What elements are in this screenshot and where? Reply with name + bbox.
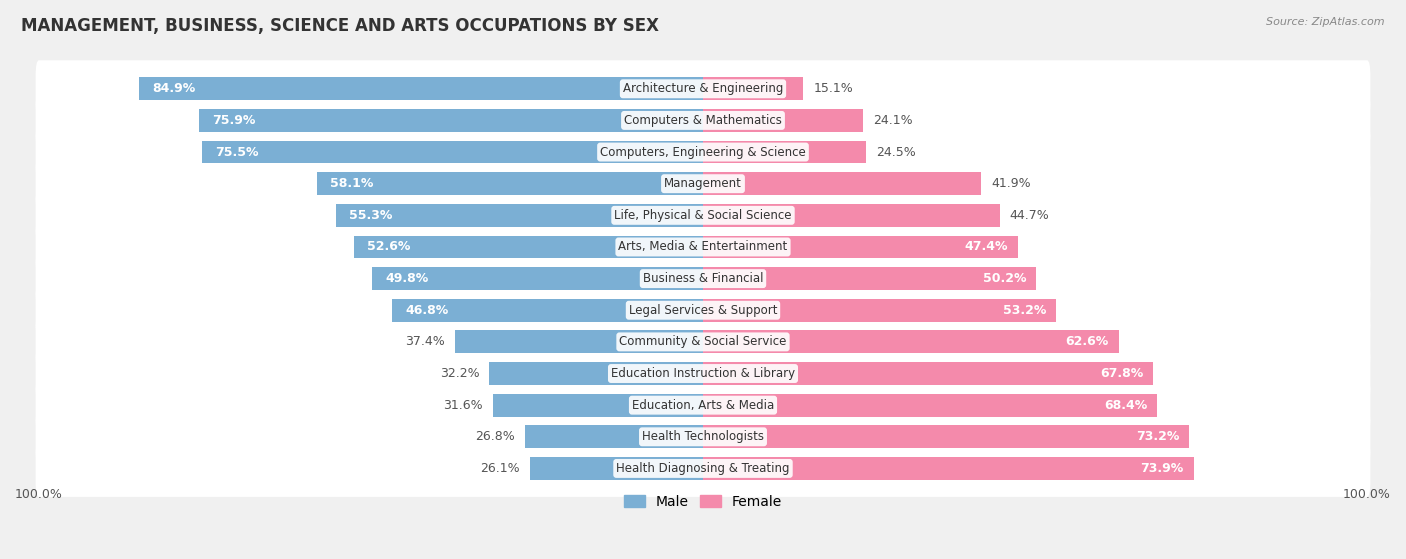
Text: Computers & Mathematics: Computers & Mathematics <box>624 114 782 127</box>
FancyBboxPatch shape <box>35 408 1371 465</box>
Bar <box>703 362 1153 385</box>
Text: 50.2%: 50.2% <box>983 272 1026 285</box>
Text: 49.8%: 49.8% <box>385 272 429 285</box>
Text: 52.6%: 52.6% <box>367 240 411 253</box>
FancyBboxPatch shape <box>35 187 1371 244</box>
Bar <box>354 235 703 258</box>
Text: 67.8%: 67.8% <box>1099 367 1143 380</box>
Text: 32.2%: 32.2% <box>440 367 479 380</box>
Text: MANAGEMENT, BUSINESS, SCIENCE AND ARTS OCCUPATIONS BY SEX: MANAGEMENT, BUSINESS, SCIENCE AND ARTS O… <box>21 17 659 35</box>
Text: 84.9%: 84.9% <box>152 82 195 95</box>
Bar <box>373 267 703 290</box>
Bar <box>318 172 703 195</box>
Text: 58.1%: 58.1% <box>330 177 374 190</box>
Text: Community & Social Service: Community & Social Service <box>619 335 787 348</box>
Text: 55.3%: 55.3% <box>349 209 392 222</box>
Bar <box>530 457 703 480</box>
Text: 46.8%: 46.8% <box>405 304 449 317</box>
FancyBboxPatch shape <box>35 219 1371 276</box>
Bar <box>703 394 1157 416</box>
Bar <box>703 235 1018 258</box>
Text: 31.6%: 31.6% <box>443 399 484 411</box>
Bar <box>703 299 1056 321</box>
Bar <box>703 204 1000 227</box>
Text: Business & Financial: Business & Financial <box>643 272 763 285</box>
Text: 37.4%: 37.4% <box>405 335 444 348</box>
Text: 53.2%: 53.2% <box>1002 304 1046 317</box>
Text: 24.5%: 24.5% <box>876 145 915 159</box>
Bar <box>336 204 703 227</box>
FancyBboxPatch shape <box>35 92 1371 149</box>
Bar <box>703 425 1189 448</box>
Text: Health Diagnosing & Treating: Health Diagnosing & Treating <box>616 462 790 475</box>
FancyBboxPatch shape <box>35 155 1371 212</box>
Text: 75.5%: 75.5% <box>215 145 259 159</box>
FancyBboxPatch shape <box>35 314 1371 371</box>
FancyBboxPatch shape <box>35 60 1371 117</box>
Text: Architecture & Engineering: Architecture & Engineering <box>623 82 783 95</box>
Text: 26.8%: 26.8% <box>475 430 515 443</box>
Text: Legal Services & Support: Legal Services & Support <box>628 304 778 317</box>
FancyBboxPatch shape <box>35 377 1371 434</box>
Text: 41.9%: 41.9% <box>991 177 1031 190</box>
Text: Health Technologists: Health Technologists <box>643 430 763 443</box>
Bar <box>703 172 981 195</box>
Bar <box>392 299 703 321</box>
Bar <box>703 109 863 132</box>
FancyBboxPatch shape <box>35 440 1371 497</box>
FancyBboxPatch shape <box>35 345 1371 402</box>
Text: Education, Arts & Media: Education, Arts & Media <box>631 399 775 411</box>
Text: Education Instruction & Library: Education Instruction & Library <box>612 367 794 380</box>
Text: Computers, Engineering & Science: Computers, Engineering & Science <box>600 145 806 159</box>
FancyBboxPatch shape <box>35 124 1371 181</box>
Text: 75.9%: 75.9% <box>212 114 256 127</box>
Text: 62.6%: 62.6% <box>1066 335 1109 348</box>
Text: 73.9%: 73.9% <box>1140 462 1184 475</box>
Legend: Male, Female: Male, Female <box>619 489 787 514</box>
Bar <box>454 330 703 353</box>
Text: 24.1%: 24.1% <box>873 114 912 127</box>
Bar <box>524 425 703 448</box>
Bar <box>703 457 1194 480</box>
Bar <box>703 141 866 163</box>
Bar <box>139 77 703 100</box>
Bar <box>200 109 703 132</box>
Text: 73.2%: 73.2% <box>1136 430 1180 443</box>
Text: Management: Management <box>664 177 742 190</box>
Bar <box>201 141 703 163</box>
FancyBboxPatch shape <box>35 250 1371 307</box>
Bar <box>703 267 1036 290</box>
Text: 68.4%: 68.4% <box>1104 399 1147 411</box>
Text: 15.1%: 15.1% <box>813 82 853 95</box>
Text: 44.7%: 44.7% <box>1010 209 1049 222</box>
Bar <box>703 77 803 100</box>
Text: Life, Physical & Social Science: Life, Physical & Social Science <box>614 209 792 222</box>
Bar <box>489 362 703 385</box>
Text: Source: ZipAtlas.com: Source: ZipAtlas.com <box>1267 17 1385 27</box>
Text: 47.4%: 47.4% <box>965 240 1008 253</box>
Bar <box>703 330 1119 353</box>
FancyBboxPatch shape <box>35 282 1371 339</box>
Text: 26.1%: 26.1% <box>479 462 520 475</box>
Text: Arts, Media & Entertainment: Arts, Media & Entertainment <box>619 240 787 253</box>
Bar <box>494 394 703 416</box>
